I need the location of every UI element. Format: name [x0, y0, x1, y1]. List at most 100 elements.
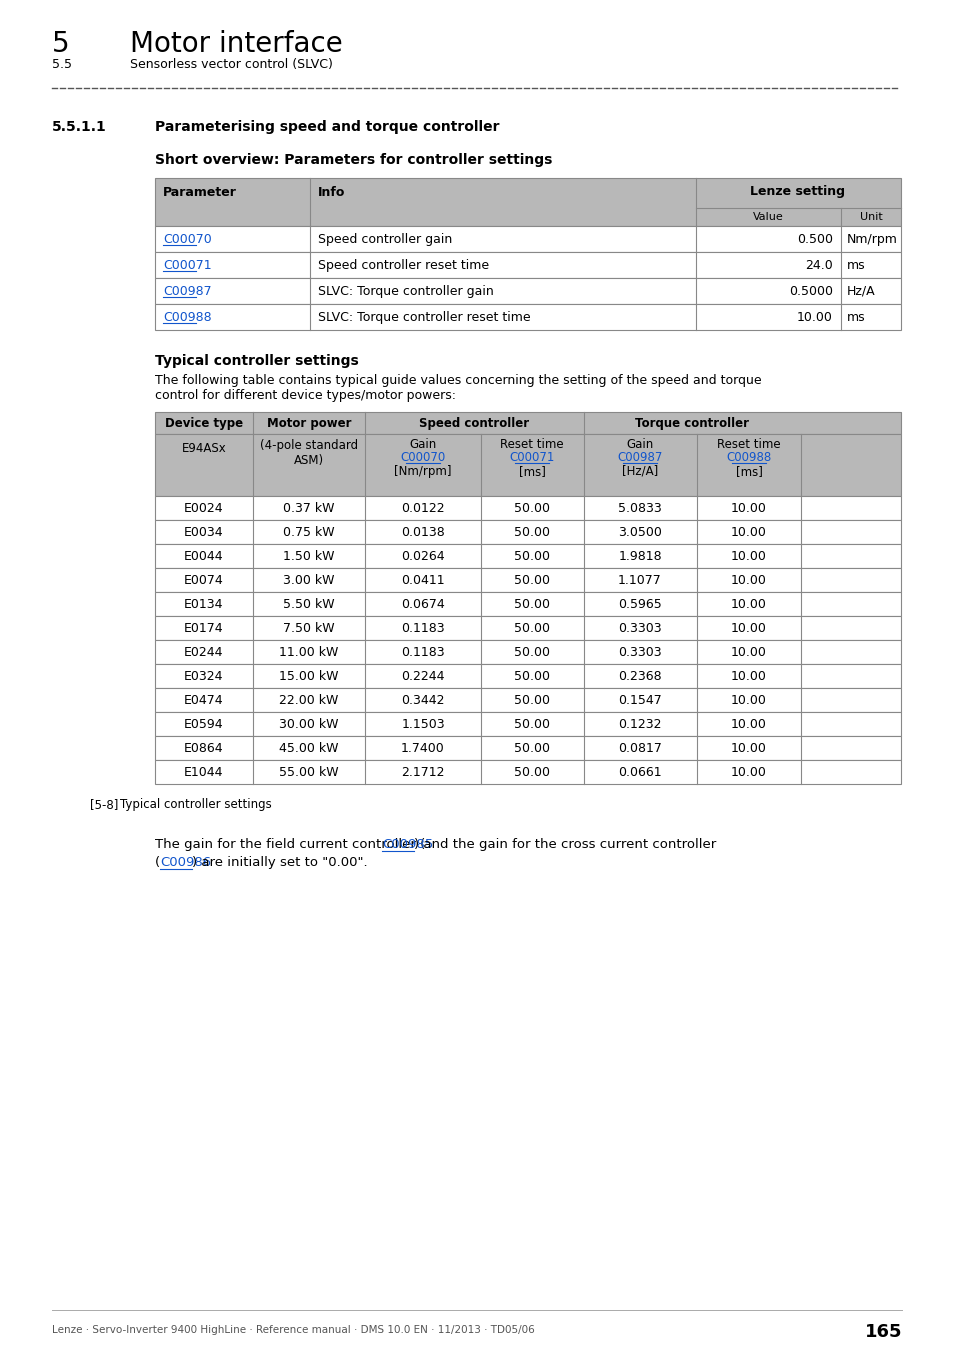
Bar [154, 688, 900, 711]
Text: C00986: C00986 [160, 856, 212, 869]
Text: C00070: C00070 [400, 451, 445, 464]
Bar [154, 225, 900, 252]
Text: Speed controller: Speed controller [418, 417, 529, 431]
Text: E0074: E0074 [184, 574, 224, 587]
Text: Motor power: Motor power [267, 417, 351, 431]
Text: Info: Info [317, 186, 345, 198]
Text: 0.3442: 0.3442 [401, 694, 444, 707]
Text: 0.3303: 0.3303 [618, 622, 661, 634]
Text: 30.00 kW: 30.00 kW [279, 718, 338, 730]
Text: 10.00: 10.00 [730, 574, 766, 587]
Text: Lenze setting: Lenze setting [750, 185, 844, 198]
Text: Short overview: Parameters for controller settings: Short overview: Parameters for controlle… [154, 153, 552, 167]
Bar [154, 760, 900, 784]
Text: Parameter: Parameter [163, 186, 236, 198]
Text: C00988: C00988 [163, 310, 212, 324]
Text: C00988: C00988 [725, 451, 771, 464]
Bar [154, 304, 900, 329]
Text: Parameterising speed and torque controller: Parameterising speed and torque controll… [154, 120, 499, 134]
Text: [Nm/rpm]: [Nm/rpm] [394, 464, 452, 478]
Text: 50.00: 50.00 [514, 549, 550, 563]
Text: 0.5000: 0.5000 [788, 285, 832, 298]
Text: C00985: C00985 [381, 838, 433, 850]
Text: 1.1077: 1.1077 [618, 574, 661, 587]
Text: 0.0138: 0.0138 [400, 526, 444, 539]
Bar [154, 736, 900, 760]
Text: Typical controller settings: Typical controller settings [120, 798, 272, 811]
Text: 0.0411: 0.0411 [401, 574, 444, 587]
Text: Motor interface: Motor interface [130, 30, 342, 58]
Text: 50.00: 50.00 [514, 694, 550, 707]
Text: 0.1183: 0.1183 [401, 647, 444, 659]
Text: Unit: Unit [859, 212, 882, 221]
Text: C00987: C00987 [163, 285, 212, 298]
Text: 1.50 kW: 1.50 kW [283, 549, 335, 563]
Text: 10.00: 10.00 [730, 718, 766, 730]
Text: E0174: E0174 [184, 622, 224, 634]
Text: Value: Value [752, 212, 782, 221]
Text: [ms]: [ms] [735, 464, 761, 478]
Bar [154, 664, 900, 689]
Text: Reset time: Reset time [717, 437, 780, 451]
Text: 0.75 kW: 0.75 kW [283, 526, 335, 539]
Text: 50.00: 50.00 [514, 622, 550, 634]
Text: 10.00: 10.00 [730, 670, 766, 683]
Text: E0324: E0324 [184, 670, 224, 683]
Bar [154, 520, 900, 544]
Text: 50.00: 50.00 [514, 574, 550, 587]
Text: Device type: Device type [165, 417, 243, 431]
Text: C00071: C00071 [163, 259, 212, 271]
Text: 10.00: 10.00 [730, 765, 766, 779]
Text: 0.5965: 0.5965 [618, 598, 661, 612]
Text: Torque controller: Torque controller [635, 417, 748, 431]
Text: Lenze · Servo-Inverter 9400 HighLine · Reference manual · DMS 10.0 EN · 11/2013 : Lenze · Servo-Inverter 9400 HighLine · R… [52, 1324, 535, 1335]
Text: 45.00 kW: 45.00 kW [279, 743, 338, 755]
Text: E0474: E0474 [184, 694, 224, 707]
Text: C00987: C00987 [617, 451, 662, 464]
Text: ) and the gain for the cross current controller: ) and the gain for the cross current con… [414, 838, 715, 850]
Text: ) are initially set to "0.00".: ) are initially set to "0.00". [192, 856, 367, 869]
Text: Hz/A: Hz/A [846, 285, 875, 298]
Text: Speed controller reset time: Speed controller reset time [317, 259, 489, 271]
Text: SLVC: Torque controller reset time: SLVC: Torque controller reset time [317, 310, 530, 324]
Text: 0.0661: 0.0661 [618, 765, 661, 779]
Text: 0.0817: 0.0817 [618, 743, 661, 755]
Text: 50.00: 50.00 [514, 670, 550, 683]
Text: 165: 165 [863, 1323, 901, 1341]
Text: 3.0500: 3.0500 [618, 526, 661, 539]
Text: 0.500: 0.500 [796, 234, 832, 246]
Text: 50.00: 50.00 [514, 502, 550, 514]
Text: E0594: E0594 [184, 718, 224, 730]
Text: E0244: E0244 [184, 647, 224, 659]
Text: 10.00: 10.00 [730, 694, 766, 707]
Text: (4-pole standard
ASM): (4-pole standard ASM) [259, 439, 357, 467]
Text: 50.00: 50.00 [514, 743, 550, 755]
Text: 50.00: 50.00 [514, 598, 550, 612]
Text: Speed controller gain: Speed controller gain [317, 234, 452, 246]
Text: 50.00: 50.00 [514, 765, 550, 779]
Bar [154, 711, 900, 736]
Text: 50.00: 50.00 [514, 526, 550, 539]
Text: Gain: Gain [409, 437, 436, 451]
Text: 50.00: 50.00 [514, 718, 550, 730]
Text: Typical controller settings: Typical controller settings [154, 354, 358, 369]
Bar [154, 593, 900, 616]
Bar [154, 178, 900, 225]
Text: ms: ms [846, 259, 864, 271]
Text: 10.00: 10.00 [730, 502, 766, 514]
Text: 50.00: 50.00 [514, 647, 550, 659]
Text: E94ASx: E94ASx [181, 441, 226, 455]
Text: 5.5.1.1: 5.5.1.1 [52, 120, 107, 134]
Text: C00070: C00070 [163, 234, 212, 246]
Text: Reset time: Reset time [499, 437, 563, 451]
Text: The following table contains typical guide values concerning the setting of the : The following table contains typical gui… [154, 374, 760, 402]
Text: E0044: E0044 [184, 549, 224, 563]
Bar [154, 433, 900, 495]
Text: 5.50 kW: 5.50 kW [283, 598, 335, 612]
Text: 1.9818: 1.9818 [618, 549, 661, 563]
Text: ms: ms [846, 310, 864, 324]
Bar [154, 616, 900, 640]
Text: [Hz/A]: [Hz/A] [621, 464, 658, 478]
Text: 0.0122: 0.0122 [401, 502, 444, 514]
Text: E0024: E0024 [184, 502, 224, 514]
